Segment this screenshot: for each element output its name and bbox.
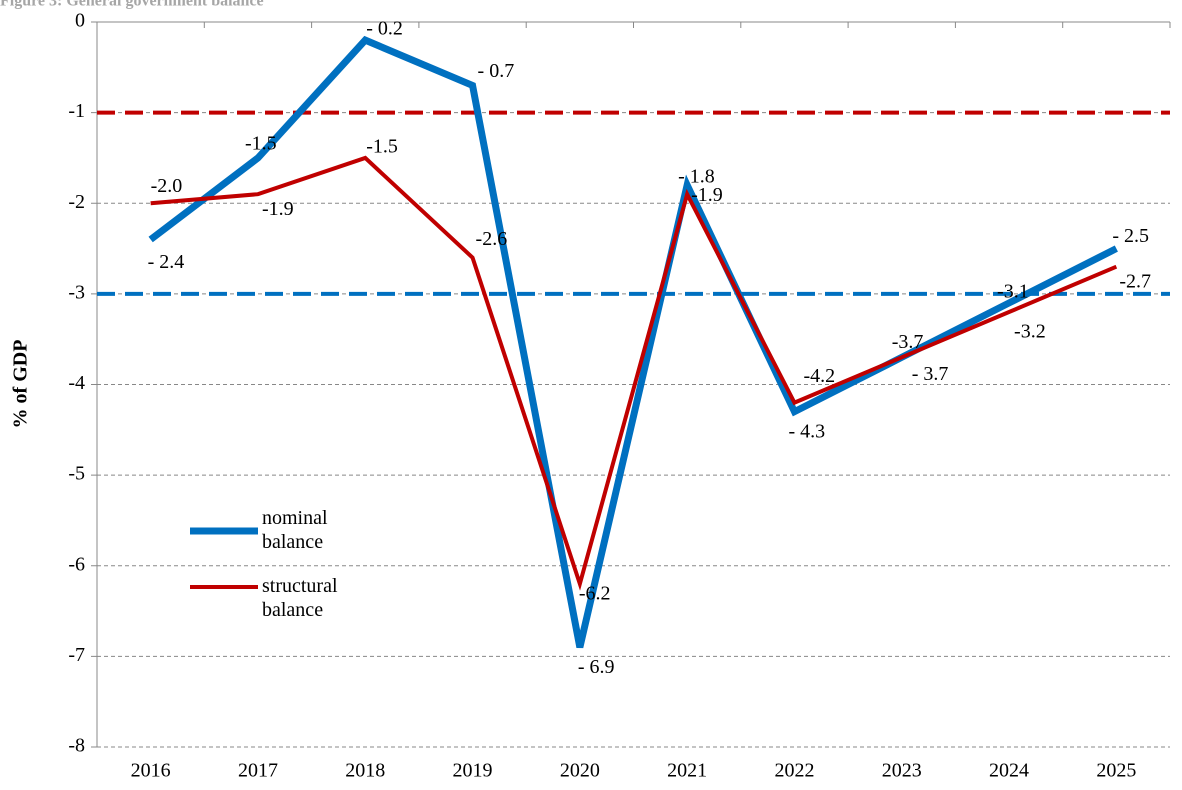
x-tick-label: 2024 (989, 760, 1029, 782)
data-label: - 0.2 (366, 18, 403, 40)
data-label: -1.9 (262, 198, 294, 220)
data-label: - 0.7 (478, 60, 515, 82)
x-tick-label: 2019 (453, 760, 493, 782)
y-tick-label: 0 (75, 10, 85, 32)
data-label: - 3.7 (912, 363, 949, 385)
data-label: - 2.5 (1112, 225, 1149, 247)
series-line (148, 35, 1118, 649)
data-label: - 2.4 (148, 251, 185, 273)
y-tick-label: -5 (68, 463, 85, 485)
legend-label: structural balance (262, 575, 338, 621)
chart-title: Figure 3: General government balance (0, 0, 264, 10)
x-tick-label: 2023 (882, 760, 922, 782)
data-label: -2.6 (476, 228, 508, 250)
data-label: -1.5 (245, 133, 277, 155)
data-label: - 4.3 (788, 420, 825, 442)
data-label: -3.7 (892, 331, 924, 353)
y-axis-label: % of GDP (10, 340, 32, 429)
x-tick-label: 2017 (238, 760, 278, 782)
data-label: -1.5 (366, 136, 398, 158)
y-tick-label: -4 (68, 372, 85, 394)
data-label: -4.2 (803, 365, 835, 387)
y-tick-label: -8 (68, 735, 85, 757)
x-tick-label: 2018 (345, 760, 385, 782)
data-label: -3.1 (997, 281, 1029, 303)
data-label: -2.7 (1119, 270, 1151, 292)
y-tick-label: -7 (68, 644, 85, 666)
y-tick-label: -6 (68, 553, 85, 575)
y-tick-label: -1 (68, 100, 85, 122)
y-tick-label: -2 (68, 191, 85, 213)
data-label: - 1.8 (678, 166, 715, 188)
legend-label: nominal balance (262, 507, 328, 553)
x-tick-label: 2020 (560, 760, 600, 782)
x-tick-label: 2022 (774, 760, 814, 782)
data-label: - 6.9 (578, 656, 615, 678)
x-tick-label: 2016 (131, 760, 171, 782)
y-tick-label: -3 (68, 281, 85, 303)
data-label: -3.2 (1014, 321, 1046, 343)
x-tick-label: 2021 (667, 760, 707, 782)
series-line (150, 155, 1118, 591)
data-label: -6.2 (579, 582, 611, 604)
x-tick-label: 2025 (1096, 760, 1136, 782)
data-label: -1.9 (691, 184, 723, 206)
data-label: -2.0 (151, 175, 183, 197)
